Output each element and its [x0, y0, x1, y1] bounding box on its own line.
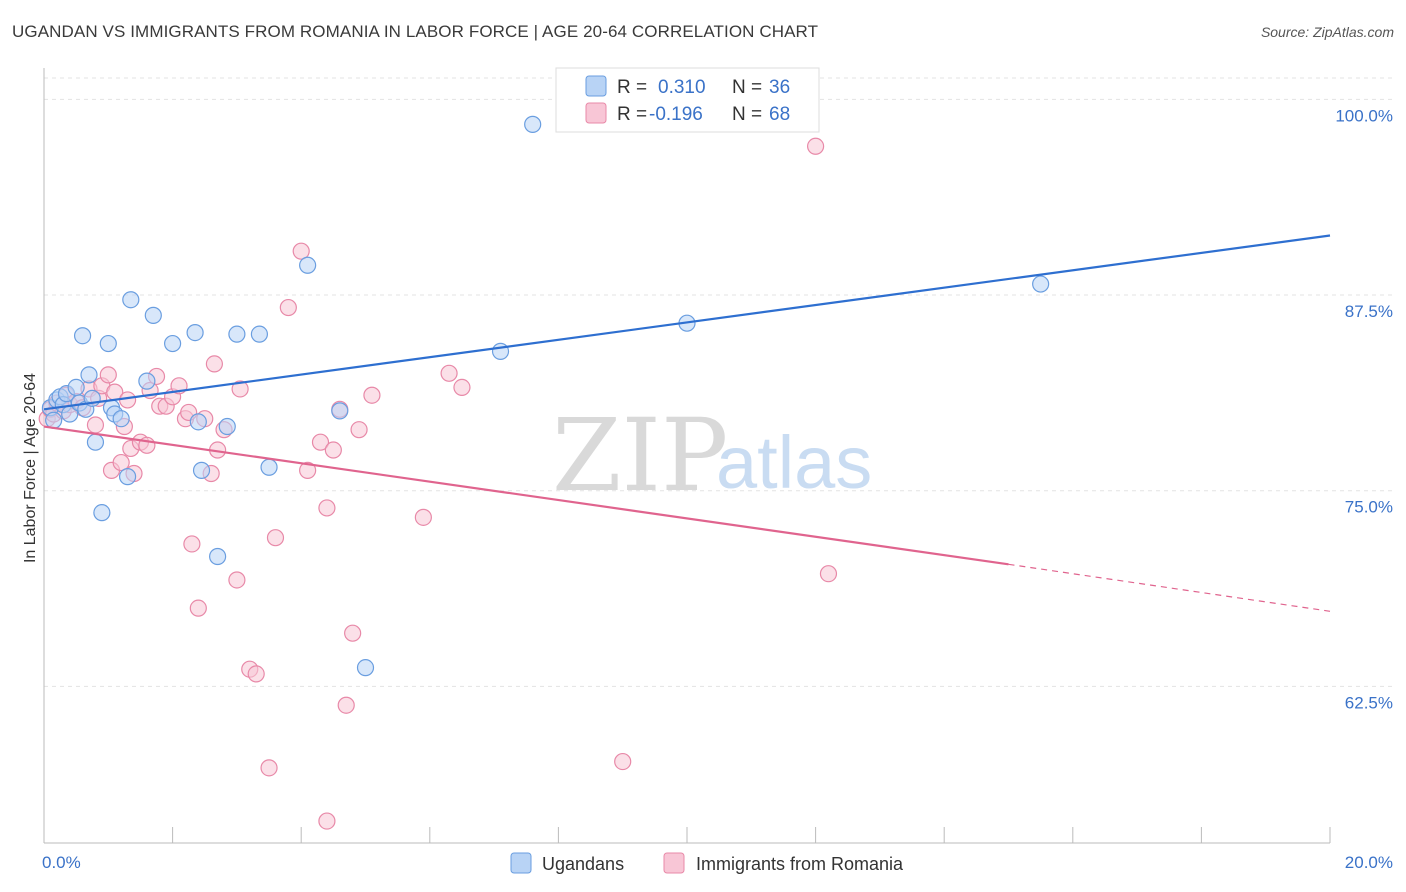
legend-swatch-romania	[585, 102, 607, 124]
point-romania	[247, 665, 265, 683]
point-ugandans	[250, 325, 269, 343]
point-romania	[318, 499, 336, 517]
chart-title: UGANDAN VS IMMIGRANTS FROM ROMANIA IN LA…	[12, 22, 819, 41]
point-romania	[318, 812, 336, 830]
point-romania	[118, 391, 137, 409]
trend-line-ugandans	[43, 234, 1331, 411]
point-ugandans	[209, 547, 227, 566]
point-romania	[279, 298, 297, 317]
y-tick-label: 62.5%	[1345, 693, 1393, 712]
point-ugandans	[1032, 275, 1050, 293]
y-tick-label: 100.0%	[1335, 106, 1393, 125]
legend-n-value-ugandans: 36	[769, 77, 790, 98]
point-romania	[99, 366, 117, 384]
bottom-legend-romania: Immigrants from Romania	[696, 854, 904, 874]
y-tick-label: 87.5%	[1345, 302, 1393, 321]
point-romania	[440, 364, 458, 382]
axes	[43, 68, 1331, 844]
point-ugandans	[356, 659, 375, 677]
x-tick-min: 0.0%	[42, 853, 81, 872]
point-romania	[337, 696, 355, 714]
watermark-atlas: atlas	[716, 421, 872, 504]
point-romania	[344, 624, 362, 642]
legend-top: R = 0.310 N = 36 R = -0.196 N = 68	[555, 67, 820, 133]
point-romania	[112, 453, 130, 472]
bottom-legend-swatch-romania	[663, 852, 685, 874]
point-ugandans	[80, 366, 98, 384]
point-ugandans	[524, 115, 542, 133]
point-ugandans	[93, 504, 111, 522]
point-ugandans	[45, 411, 63, 429]
point-ugandans	[73, 327, 92, 345]
point-romania	[614, 752, 632, 771]
point-romania	[292, 242, 310, 260]
point-romania	[414, 508, 432, 526]
legend-n-label-1: N =	[732, 77, 762, 98]
point-ugandans	[118, 468, 137, 486]
point-ugandans	[299, 256, 317, 274]
point-romania	[311, 433, 330, 451]
trend-line-romania-extension	[1008, 563, 1331, 612]
point-ugandans	[112, 410, 130, 428]
point-romania	[183, 535, 201, 553]
legend-r-label-1: R =	[617, 77, 647, 98]
legend-r-label-2: R =	[617, 104, 647, 125]
point-ugandans	[331, 402, 349, 420]
point-romania	[231, 380, 249, 398]
point-romania	[324, 441, 342, 459]
point-ugandans	[260, 458, 278, 476]
legend-n-label-2: N =	[732, 104, 762, 125]
bottom-legend-ugandans: Ugandans	[542, 854, 624, 874]
y-tick-labels: 100.0% 87.5% 75.0% 62.5%	[1335, 106, 1393, 712]
point-ugandans	[228, 325, 246, 343]
source-credit: Source: ZipAtlas.com	[1260, 24, 1394, 40]
point-romania	[363, 386, 381, 404]
legend-n-value-romania: 68	[769, 104, 790, 125]
point-romania	[806, 137, 825, 155]
point-romania	[266, 529, 285, 547]
point-romania	[228, 571, 246, 589]
legend-swatch-ugandans	[585, 75, 607, 97]
point-ugandans	[164, 334, 182, 353]
point-ugandans	[192, 461, 211, 479]
y-tick-label: 75.0%	[1345, 498, 1393, 517]
data-points	[38, 115, 1050, 830]
bottom-legend-swatch-ugandans	[510, 852, 532, 874]
x-tick-max: 20.0%	[1345, 853, 1393, 872]
point-romania	[350, 421, 368, 439]
trend-lines	[43, 234, 1331, 612]
y-axis-label: In Labor Force | Age 20-64	[22, 373, 39, 563]
point-ugandans	[138, 372, 156, 390]
point-romania	[205, 355, 223, 373]
point-ugandans	[186, 323, 204, 342]
point-ugandans	[86, 433, 105, 451]
point-romania	[86, 416, 105, 434]
watermark-zip: ZIP	[552, 397, 728, 514]
point-romania	[299, 461, 317, 479]
legend-bottom: Ugandans Immigrants from Romania	[510, 852, 904, 874]
point-romania	[819, 565, 838, 583]
point-ugandans	[99, 334, 117, 353]
legend-r-value-romania: -0.196	[649, 104, 703, 125]
point-ugandans	[189, 413, 207, 431]
point-romania	[453, 378, 471, 396]
trend-line-romania	[43, 425, 1009, 566]
point-romania	[260, 759, 278, 777]
point-ugandans	[122, 291, 140, 309]
point-ugandans	[218, 417, 236, 436]
legend-r-value-ugandans: 0.310	[658, 77, 706, 98]
point-ugandans	[144, 306, 162, 324]
point-ugandans	[67, 378, 85, 396]
point-romania	[189, 599, 207, 617]
